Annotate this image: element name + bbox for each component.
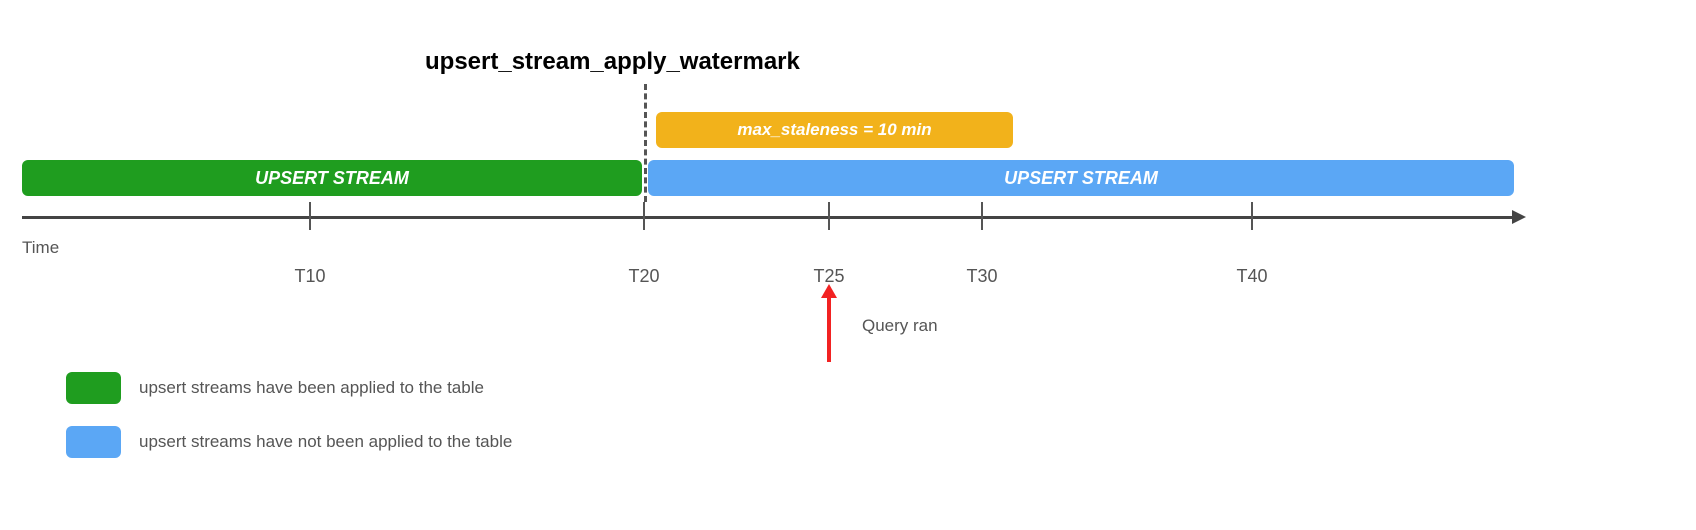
watermark-timeline-diagram: upsert_stream_apply_watermark max_stalen… <box>20 20 1520 500</box>
axis-tick <box>981 202 983 230</box>
time-axis-line <box>22 216 1514 219</box>
legend-text: upsert streams have not been applied to … <box>139 432 512 452</box>
axis-tick <box>643 202 645 230</box>
diagram-title: upsert_stream_apply_watermark <box>425 48 800 76</box>
upsert-stream-bar-label: UPSERT STREAM <box>255 168 409 189</box>
arrow-shaft <box>827 298 831 362</box>
legend-row: upsert streams have not been applied to … <box>66 426 512 458</box>
upsert-stream-bar: UPSERT STREAM <box>22 160 642 196</box>
time-axis-arrowhead <box>1512 210 1526 224</box>
upsert-stream-bar: UPSERT STREAM <box>648 160 1514 196</box>
legend-swatch <box>66 426 121 458</box>
query-ran-arrow <box>821 284 837 362</box>
max-staleness-label: max_staleness = 10 min <box>737 120 931 140</box>
arrow-up-icon <box>821 284 837 298</box>
legend: upsert streams have been applied to the … <box>66 372 512 458</box>
axis-tick <box>309 202 311 230</box>
max-staleness-bar: max_staleness = 10 min <box>656 112 1013 148</box>
axis-tick-label: T10 <box>294 266 325 287</box>
time-axis-label: Time <box>22 238 59 258</box>
query-ran-label: Query ran <box>862 316 938 336</box>
legend-swatch <box>66 372 121 404</box>
legend-text: upsert streams have been applied to the … <box>139 378 484 398</box>
upsert-stream-bar-label: UPSERT STREAM <box>1004 168 1158 189</box>
axis-tick-label: T30 <box>966 266 997 287</box>
watermark-dashed-line <box>644 84 647 202</box>
axis-tick-label: T20 <box>628 266 659 287</box>
legend-row: upsert streams have been applied to the … <box>66 372 512 404</box>
axis-tick <box>1251 202 1253 230</box>
axis-tick-label: T40 <box>1236 266 1267 287</box>
axis-tick <box>828 202 830 230</box>
